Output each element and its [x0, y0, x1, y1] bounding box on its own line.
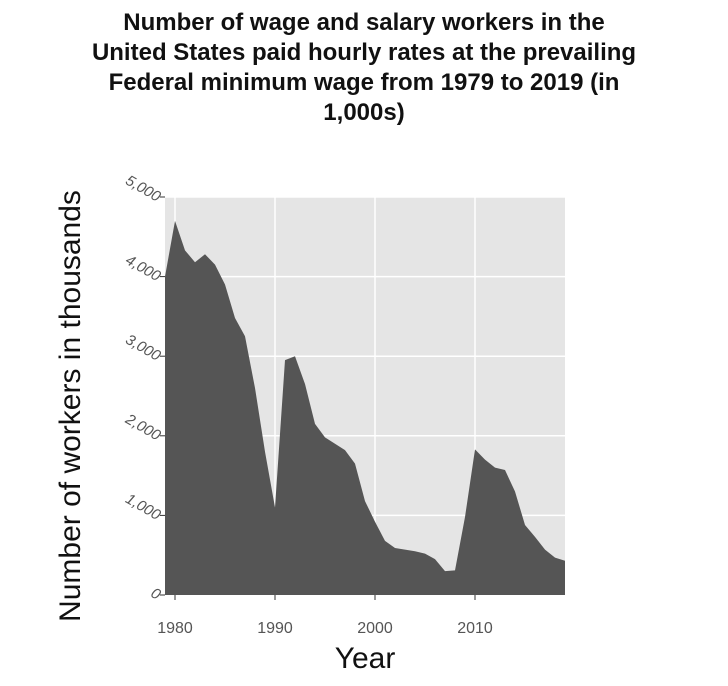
data-area — [165, 220, 565, 595]
y-tick-label: 5,000 — [122, 172, 164, 206]
y-tick-label: 3,000 — [122, 331, 164, 365]
x-tick-label: 1980 — [157, 620, 193, 637]
x-axis-title: Year — [335, 642, 396, 675]
y-tick-label: 0 — [148, 585, 164, 604]
y-tick-label: 2,000 — [122, 410, 164, 444]
axis-ticks — [160, 196, 476, 600]
chart-title: Number of wage and salary workers in the… — [91, 9, 637, 126]
y-axis-title: Number of workers in thousands — [54, 190, 87, 622]
x-tick-label: 2000 — [357, 620, 393, 637]
y-tick-label: 1,000 — [122, 490, 164, 524]
y-tick-label: 4,000 — [122, 252, 164, 286]
x-tick-label: 1990 — [257, 620, 293, 637]
x-tick-label: 2010 — [457, 620, 493, 637]
